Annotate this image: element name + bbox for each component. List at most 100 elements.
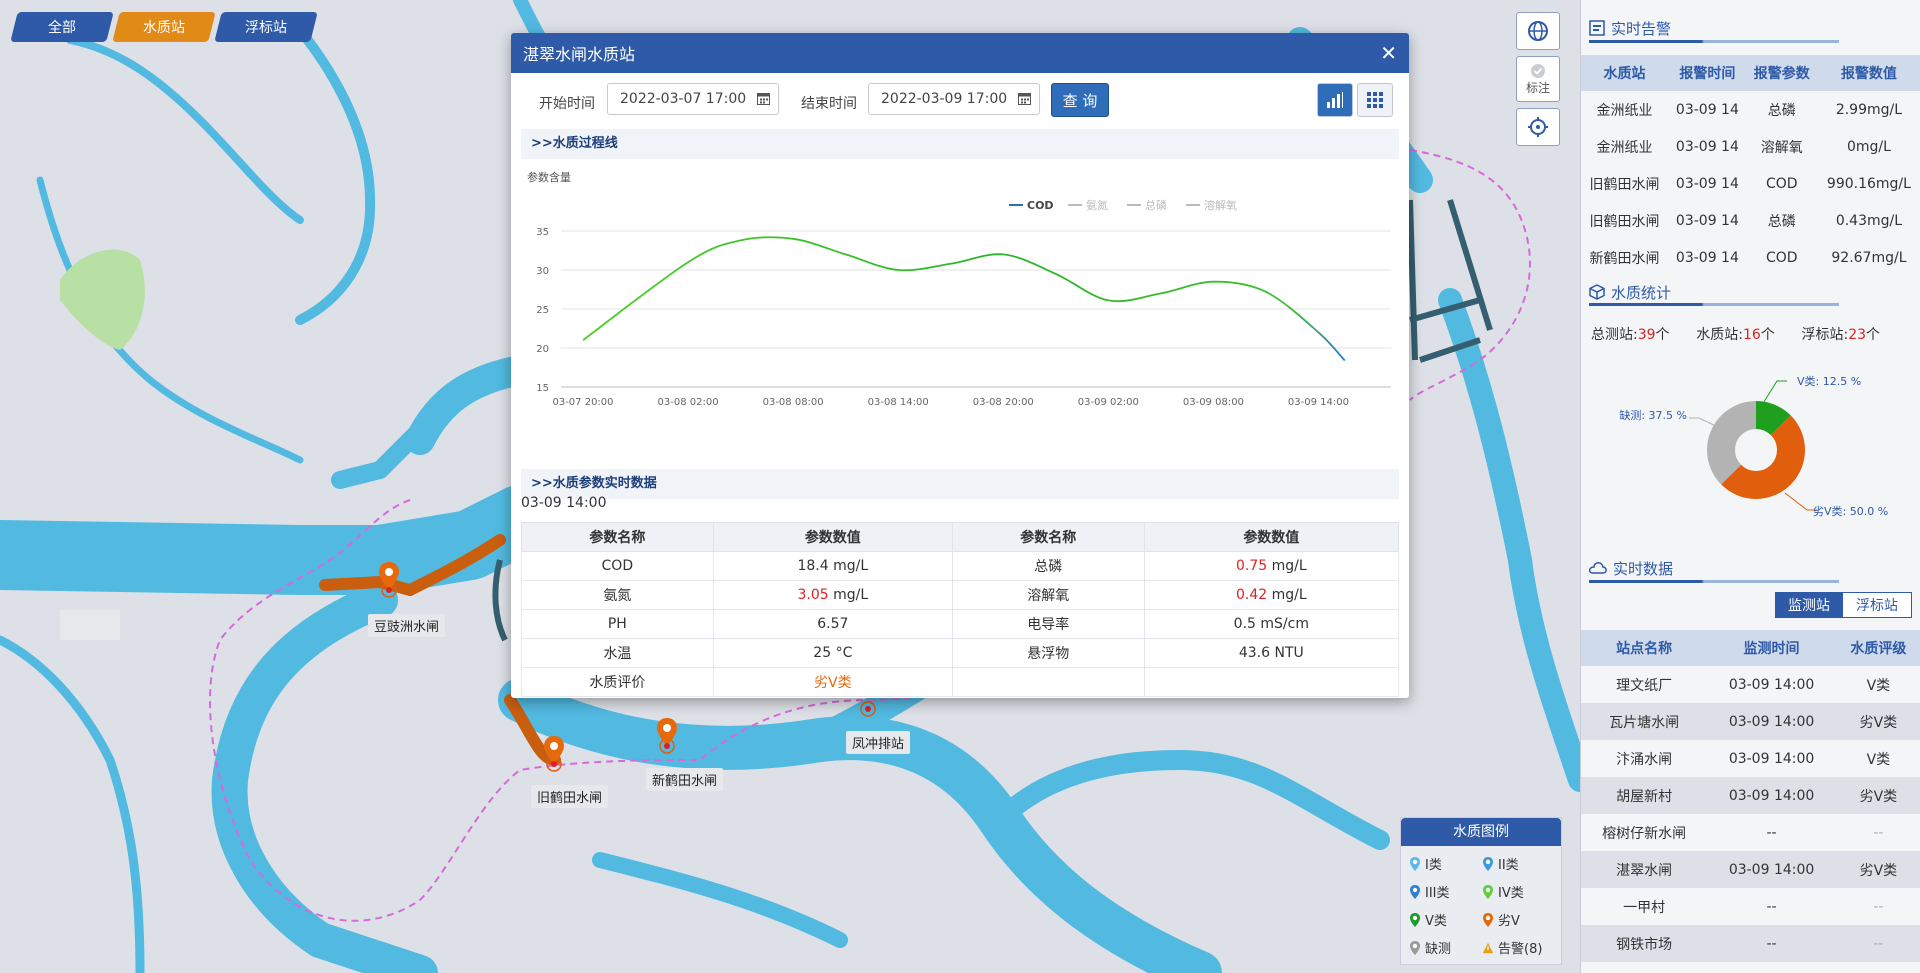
water-stations-unit: 个: [1760, 327, 1775, 343]
mark-button[interactable]: 标注: [1516, 56, 1560, 102]
filter-all-tab[interactable]: 全部: [10, 12, 114, 42]
start-time-value: 2022-03-07 17:00: [620, 91, 747, 107]
legend-item-label: V类: [1425, 914, 1447, 929]
toggle-buoy-stations[interactable]: 浮标站: [1842, 592, 1912, 618]
param-value-2-unit: mg/L: [1271, 587, 1307, 603]
alert-cell: 金洲纸业: [1596, 139, 1653, 156]
legend-item-label: III类: [1425, 886, 1450, 901]
realtime-row[interactable]: 榕树仔新水闸 -- --: [1581, 814, 1920, 851]
filter-buoy-tab[interactable]: 浮标站: [214, 12, 318, 42]
param-value-2-text: 0.42: [1235, 587, 1268, 603]
end-time-label: 结束时间: [801, 96, 857, 112]
quality-grade: 劣V类: [1835, 777, 1920, 814]
params-row: 水温 25 °C 悬浮物 43.6 NTU: [521, 638, 1400, 668]
globe-button[interactable]: [1516, 12, 1560, 50]
chart-svg: 参数含量 15 20 25 30 35 03-07 20:00 03-08 02:00 03-0…: [527, 170, 1391, 408]
y-tick-label: 25: [536, 305, 549, 316]
station-marker-jiuhetian[interactable]: [541, 734, 567, 772]
alert-cell: COD: [1766, 249, 1798, 266]
realtime-row[interactable]: 瓦片塘水闸 03-09 14:00 劣V类: [1581, 703, 1920, 740]
chart-legend-label[interactable]: COD: [1027, 199, 1054, 212]
param-name-1-text: 水温: [603, 646, 632, 662]
legend-item-label: II类: [1498, 858, 1519, 873]
param-name-2: 电导率: [951, 609, 1145, 639]
realtime-col-station: 站点名称: [1581, 630, 1708, 666]
alert-cell: 0mg/L: [1846, 138, 1891, 155]
grid-icon: [1367, 92, 1383, 108]
cod-series-line[interactable]: [582, 236, 1346, 362]
realtime-col-time: 监测时间: [1707, 630, 1836, 666]
realtime-row[interactable]: 湛翠水闸 03-09 14:00 劣V类: [1581, 851, 1920, 888]
alert-row[interactable]: 新鹤田水闸 03-09 14 COD 92.67mg/L: [1581, 239, 1920, 276]
donut-label: 劣V类: 50.0 %: [1813, 504, 1888, 518]
map-label-jiuhetian: 旧鹤田水闸: [531, 785, 609, 808]
station-name: 湛翠水闸: [1581, 851, 1708, 888]
y-tick-label: 20: [536, 344, 549, 355]
alert-cell: 2.99mg/L: [1835, 101, 1903, 118]
query-row: 开始时间 2022-03-07 17:00 结束时间 2022-03-09 17…: [511, 81, 1409, 121]
chart-view-button[interactable]: [1317, 83, 1353, 117]
realtime-params-section-header: >>水质参数实时数据: [521, 469, 1399, 499]
legend-item-label: 缺测: [1425, 942, 1452, 957]
alerts-col-value: 报警数值: [1816, 55, 1920, 91]
realtime-row[interactable]: 汴涌水闸 03-09 14:00 V类: [1581, 740, 1920, 777]
param-value-2-text: 0.5: [1233, 616, 1256, 632]
cube-icon: [1589, 284, 1605, 300]
alerts-table-body: 金洲纸业 03-09 14 总磷 2.99mg/L 金洲纸业 03-09 14 溶解氧 0mg…: [1581, 91, 1920, 276]
alert-row[interactable]: 旧鹤田水闸 03-09 14 COD 990.16mg/L: [1581, 165, 1920, 202]
param-value-1: 18.4 mg/L: [712, 551, 953, 581]
alarm-icon: [1589, 20, 1605, 36]
param-value-1: 25 °C: [712, 638, 953, 668]
donut-segment[interactable]: [1707, 401, 1805, 499]
quality-grade: --: [1835, 925, 1920, 962]
param-value-1-text: 6.57: [817, 616, 849, 632]
station-count-summary: 总测站:39个 水质站:16个 浮标站:23个: [1591, 324, 1880, 344]
station-marker-xinhetian[interactable]: [654, 716, 680, 754]
legend-item: I类: [1409, 854, 1482, 873]
locate-button[interactable]: [1516, 108, 1560, 146]
realtime-row[interactable]: 胡屋新村 03-09 14:00 劣V类: [1581, 777, 1920, 814]
alerts-col-station: 水质站: [1581, 55, 1669, 91]
buoy-stations-label: 浮标站:: [1801, 327, 1849, 343]
evaluation-row: 水质评价 劣V类: [521, 667, 1400, 697]
chart-legend-label[interactable]: 氨氮: [1086, 198, 1108, 212]
alert-row[interactable]: 金洲纸业 03-09 14 溶解氧 0mg/L: [1581, 128, 1920, 165]
close-icon[interactable]: ✕: [1380, 41, 1397, 65]
y-tick-label: 35: [536, 227, 549, 238]
alerts-header-rule: [1589, 40, 1839, 43]
x-tick-label: 03-09 02:00: [1078, 397, 1139, 408]
quality-grade: --: [1873, 824, 1884, 841]
param-value-1-text: 3.05: [797, 587, 829, 603]
start-time-input[interactable]: 2022-03-07 17:00: [607, 83, 779, 115]
x-tick-label: 03-09 14:00: [1288, 397, 1349, 408]
monitor-time: --: [1766, 898, 1777, 915]
legend-item: 告警(8): [1482, 938, 1555, 957]
end-time-input[interactable]: 2022-03-09 17:00: [868, 83, 1040, 115]
stats-header: 水质统计: [1589, 278, 1671, 306]
query-button[interactable]: 查 询: [1051, 83, 1109, 117]
map-label-xinhetian: 新鹤田水闸: [646, 768, 724, 791]
legend-item: 劣V: [1482, 910, 1555, 929]
legend-item: 缺测: [1409, 938, 1482, 957]
map-pin-icon: [1483, 912, 1493, 927]
alert-row[interactable]: 旧鹤田水闸 03-09 14 总磷 0.43mg/L: [1581, 202, 1920, 239]
station-marker-fengchong[interactable]: [855, 683, 881, 721]
toggle-monitoring-stations[interactable]: 监测站: [1775, 592, 1843, 618]
realtime-row[interactable]: 理文纸厂 03-09 14:00 V类: [1581, 666, 1920, 703]
realtime-row[interactable]: 一甲村 -- --: [1581, 888, 1920, 925]
alert-row[interactable]: 金洲纸业 03-09 14 总磷 2.99mg/L: [1581, 91, 1920, 128]
filter-water-quality-tab[interactable]: 水质站: [112, 12, 216, 42]
alert-cell: 03-09 14: [1675, 175, 1739, 192]
crosshair-icon: [1528, 117, 1548, 137]
param-name-1-text: COD: [601, 558, 634, 574]
realtime-row[interactable]: 钢铁市场 -- --: [1581, 925, 1920, 962]
table-view-button[interactable]: [1357, 83, 1393, 117]
param-value-2: 43.6 NTU: [1143, 638, 1400, 668]
param-name-1: COD: [521, 551, 714, 581]
station-marker-douchizhou[interactable]: [376, 560, 402, 598]
realtime-table-body: 理文纸厂 03-09 14:00 V类 瓦片塘水闸 03-09 14:00 劣V类 汴涌水闸…: [1581, 666, 1920, 962]
chart-legend-label[interactable]: 总磷: [1145, 198, 1167, 212]
donut-segment[interactable]: [1707, 401, 1805, 499]
chart-legend-label[interactable]: 溶解氧: [1204, 198, 1237, 212]
globe-icon: [1528, 21, 1548, 41]
